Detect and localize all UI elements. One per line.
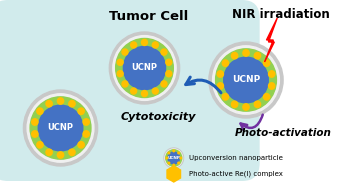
Text: UCNP: UCNP [232,75,260,84]
Circle shape [123,46,166,90]
Circle shape [37,108,43,114]
Circle shape [209,42,283,118]
Circle shape [131,88,137,94]
Polygon shape [167,166,181,182]
Circle shape [166,150,182,166]
Polygon shape [265,18,277,62]
Circle shape [166,71,172,77]
Circle shape [46,149,52,156]
Text: Cytotoxicity: Cytotoxicity [120,112,196,122]
Circle shape [180,157,182,159]
Circle shape [224,57,268,103]
Circle shape [27,94,94,162]
Circle shape [152,88,158,94]
Circle shape [217,83,223,89]
Circle shape [178,162,180,164]
FancyArrowPatch shape [186,77,221,93]
Circle shape [243,50,249,56]
Circle shape [173,150,175,152]
FancyBboxPatch shape [0,0,260,181]
Circle shape [215,49,276,111]
Circle shape [173,164,175,166]
Circle shape [268,83,275,89]
Text: Photo-active Re(I) complex: Photo-active Re(I) complex [189,171,283,177]
Circle shape [254,101,261,108]
Text: Tumor Cell: Tumor Cell [109,10,188,23]
Circle shape [83,119,89,125]
FancyArrowPatch shape [240,115,263,130]
Circle shape [32,119,38,125]
Circle shape [152,42,158,48]
Circle shape [222,94,228,100]
Circle shape [263,60,270,66]
Text: Photo-activation: Photo-activation [235,128,331,138]
Circle shape [142,91,147,97]
Circle shape [168,152,180,164]
Text: UCNP: UCNP [167,156,180,160]
Text: Upconversion nanoparticle: Upconversion nanoparticle [189,155,283,161]
Circle shape [131,42,137,48]
Circle shape [78,142,84,148]
Circle shape [166,157,168,159]
Circle shape [32,131,38,137]
Text: UCNP: UCNP [48,123,74,132]
Circle shape [232,53,238,59]
Circle shape [161,81,167,87]
Circle shape [38,105,83,151]
Circle shape [57,98,64,104]
Circle shape [178,152,180,154]
Circle shape [83,131,89,137]
Circle shape [109,32,180,104]
Circle shape [117,71,123,77]
Circle shape [116,39,173,98]
Circle shape [168,152,170,154]
Circle shape [122,49,128,55]
Circle shape [30,97,91,159]
Circle shape [168,162,170,164]
Circle shape [37,142,43,148]
Circle shape [46,101,52,107]
Circle shape [164,148,184,168]
Circle shape [117,59,123,65]
Circle shape [222,60,228,66]
Circle shape [161,49,167,55]
Circle shape [69,101,75,107]
Circle shape [268,71,275,77]
Circle shape [243,104,249,110]
Circle shape [24,90,97,166]
Circle shape [254,53,261,59]
Text: UCNP: UCNP [131,64,157,73]
Circle shape [166,59,172,65]
Circle shape [217,71,223,77]
Text: NIR irradiation: NIR irradiation [232,8,330,21]
Circle shape [165,149,183,167]
Circle shape [142,39,147,46]
Circle shape [78,108,84,114]
Circle shape [213,46,279,114]
Circle shape [263,94,270,100]
Circle shape [69,149,75,156]
Circle shape [232,101,238,108]
Circle shape [122,81,128,87]
Circle shape [57,152,64,158]
Circle shape [113,36,176,100]
